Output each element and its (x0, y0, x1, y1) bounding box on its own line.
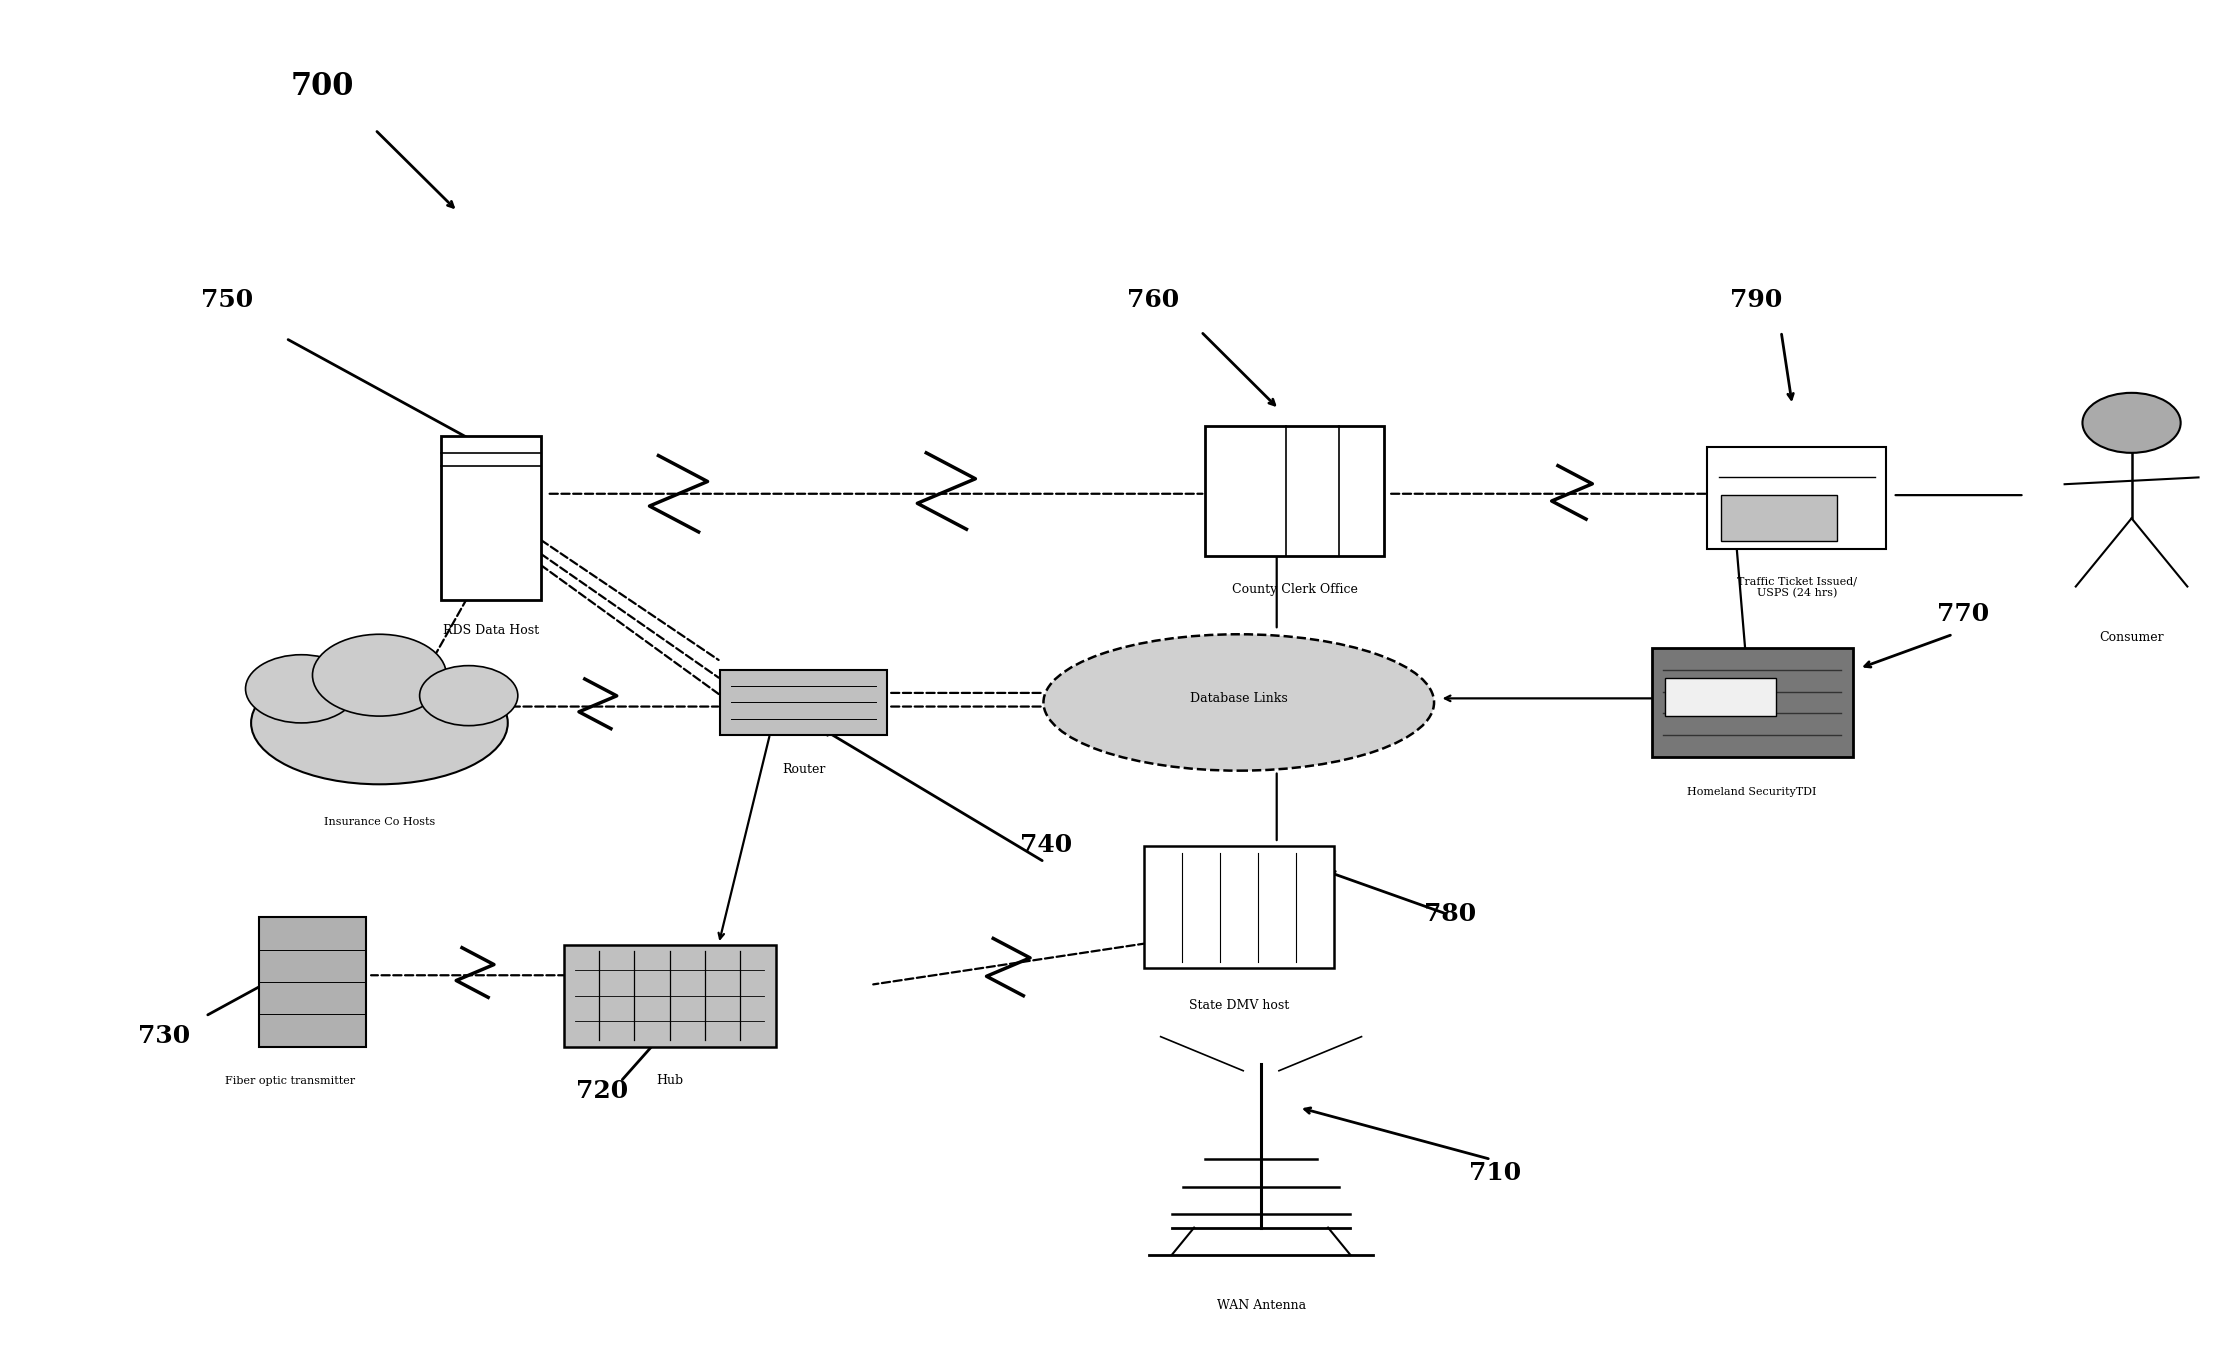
Text: Traffic Ticket Issued/
USPS (24 hrs): Traffic Ticket Issued/ USPS (24 hrs) (1736, 576, 1857, 597)
Text: Hub: Hub (656, 1075, 683, 1087)
FancyBboxPatch shape (259, 917, 366, 1048)
Text: Insurance Co Hosts: Insurance Co Hosts (324, 817, 435, 827)
FancyBboxPatch shape (719, 670, 888, 735)
Circle shape (2082, 393, 2181, 453)
Text: 770: 770 (1937, 602, 1989, 626)
Text: Fiber optic transmitter: Fiber optic transmitter (225, 1076, 355, 1086)
Text: Router: Router (781, 764, 826, 776)
Ellipse shape (252, 662, 509, 784)
FancyBboxPatch shape (1652, 648, 1853, 757)
Text: 780: 780 (1424, 902, 1475, 926)
Text: RDS Data Host: RDS Data Host (442, 625, 540, 637)
Text: County Clerk Office: County Clerk Office (1232, 584, 1357, 596)
Text: Consumer: Consumer (2100, 632, 2163, 644)
Circle shape (246, 655, 357, 723)
Text: 730: 730 (138, 1024, 190, 1049)
FancyBboxPatch shape (1707, 447, 1886, 548)
Text: State DMV host: State DMV host (1190, 1000, 1288, 1012)
FancyBboxPatch shape (1145, 846, 1335, 968)
FancyBboxPatch shape (1665, 678, 1777, 716)
FancyBboxPatch shape (1721, 495, 1837, 540)
Text: 750: 750 (201, 288, 252, 312)
Text: 720: 720 (576, 1079, 627, 1103)
FancyBboxPatch shape (442, 436, 540, 600)
Text: 790: 790 (1730, 288, 1781, 312)
Circle shape (420, 666, 518, 726)
Circle shape (312, 634, 446, 716)
Text: 700: 700 (290, 71, 353, 102)
Text: 760: 760 (1127, 288, 1178, 312)
FancyBboxPatch shape (1205, 426, 1384, 557)
Text: 710: 710 (1469, 1161, 1520, 1185)
Text: WAN Antenna: WAN Antenna (1216, 1300, 1306, 1312)
Ellipse shape (1045, 634, 1435, 771)
FancyBboxPatch shape (562, 944, 777, 1048)
Text: 740: 740 (1020, 833, 1071, 858)
Text: Homeland SecurityTDI: Homeland SecurityTDI (1687, 787, 1817, 797)
Text: Database Links: Database Links (1190, 693, 1288, 705)
